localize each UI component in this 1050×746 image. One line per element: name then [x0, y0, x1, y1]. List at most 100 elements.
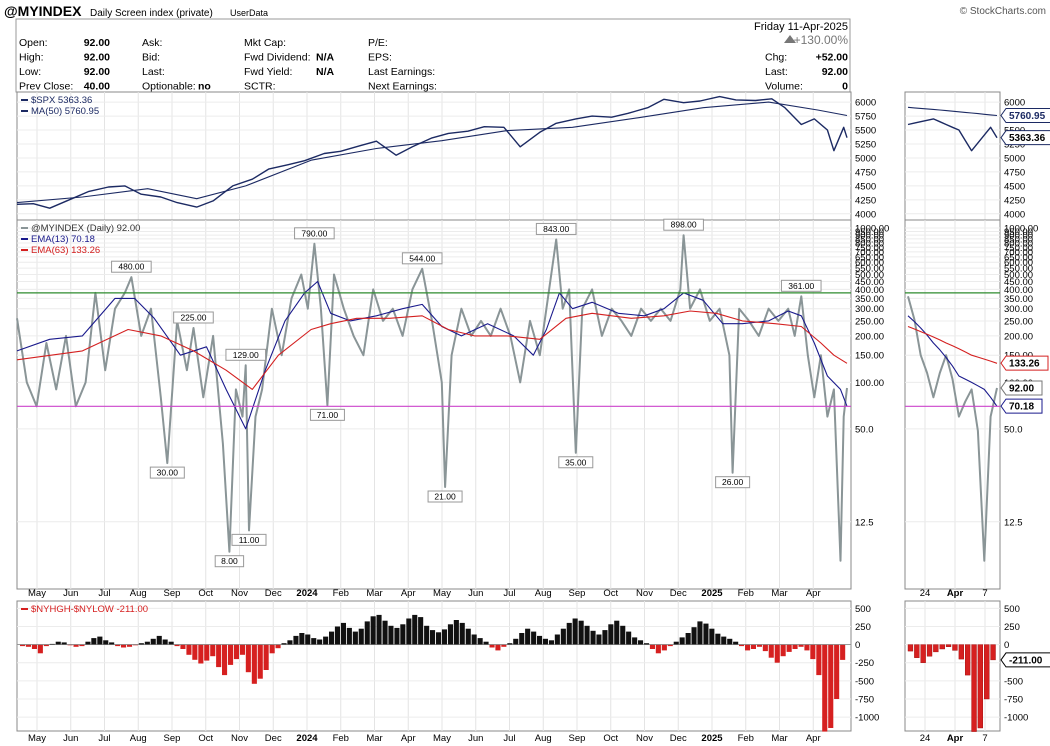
- nyh-bar: [162, 639, 168, 645]
- nyh-bar: [198, 644, 204, 664]
- nyh-bar: [73, 644, 79, 647]
- spx-last-tag-label: 5363.36: [1009, 133, 1046, 144]
- quote-label-18: Volume:: [765, 81, 803, 93]
- nyh-bar: [228, 644, 234, 665]
- x-month-label-0: 2024: [296, 588, 318, 599]
- nyh-bar: [406, 618, 412, 645]
- nyh-bar: [192, 644, 198, 660]
- quote-label-9: Fwd Dividend:: [244, 52, 311, 64]
- nyh-bar: [370, 616, 376, 645]
- x-month-label-0: Mar: [771, 588, 787, 599]
- x-month-label-0: Apr: [401, 588, 416, 599]
- nyh-bar: [156, 635, 162, 645]
- nyh-bar: [121, 644, 127, 648]
- nyh-bar: [305, 634, 311, 645]
- nyh-bar: [299, 633, 305, 645]
- nyh-bar: [548, 640, 554, 645]
- nyh-zoom-bar: [990, 644, 996, 661]
- nyh-bar: [376, 614, 382, 645]
- spx-zoom-tick-label: 5000: [1004, 153, 1025, 164]
- nyh-bar: [424, 625, 430, 645]
- quote-fields: Open: 92.00 High: 92.00 Low: 92.00 Prev Close:…: [19, 37, 848, 93]
- x-month-label-1: May: [433, 733, 451, 744]
- quote-label-0: Open:: [19, 37, 48, 49]
- idx-tick-label: 400.00: [855, 285, 884, 296]
- idx-last-tag-label: 92.00: [1009, 383, 1034, 394]
- nyh-bar: [786, 644, 792, 652]
- idx-tick-label: 700.00: [855, 247, 884, 258]
- idx-zoom-tick-label: 900.00: [1004, 231, 1033, 242]
- quote-date: Friday 11-Apr-2025: [754, 21, 848, 33]
- nyh-bar: [531, 631, 537, 645]
- nyh-zoom-tick-label: 250: [1004, 622, 1020, 633]
- spx-zoom-tick-label: 4500: [1004, 181, 1025, 192]
- x-month-label-0: Feb: [738, 588, 754, 599]
- nyh-bar: [644, 643, 650, 645]
- quote-value-3: 40.00: [84, 81, 110, 93]
- nyh-bar: [204, 644, 210, 661]
- nyh-bar: [275, 644, 281, 649]
- idx-tick-label: 12.5: [855, 517, 874, 528]
- idx-annotation-box: [294, 227, 335, 240]
- nyh-legend-entry: $NYHGH-$NYLOW -211.00: [31, 604, 148, 615]
- nyh-tick-label: -750: [855, 694, 874, 705]
- quote-value-9: N/A: [316, 52, 335, 64]
- nyh-bar: [733, 641, 739, 645]
- nyhgh-panel: -1000-1000-750-750-500-500-250-250002502…: [16, 600, 1050, 732]
- idx-series-0: [16, 234, 848, 562]
- x-zoom-label-0: Apr: [947, 588, 964, 599]
- spx-series-0: [16, 95, 848, 209]
- idx-ema13-tag: [1000, 398, 1043, 414]
- nyh-bar: [263, 644, 269, 670]
- nyh-zoom-bar: [939, 644, 945, 650]
- nyh-bar: [364, 621, 370, 645]
- quote-label-17: Last:: [765, 66, 788, 78]
- quote-label-2: Low:: [19, 66, 41, 78]
- idx-annotation-box: [780, 279, 822, 292]
- idx-annotation-box: [173, 311, 214, 324]
- x-month-label-0: Aug: [535, 588, 552, 599]
- spx-tick-label: 4500: [855, 181, 876, 192]
- idx-annotation-label: 8.00: [221, 556, 238, 566]
- nyh-bar: [388, 625, 394, 645]
- x-month-label-0: 2025: [701, 588, 723, 599]
- nyh-bar: [55, 641, 61, 645]
- nyh-bar: [334, 626, 340, 645]
- nyh-bar: [596, 634, 602, 645]
- x-month-label-0: Aug: [130, 588, 147, 599]
- x-month-label-1: Aug: [535, 733, 552, 744]
- nyh-bar: [798, 644, 804, 647]
- idx-tick-label: 650.00: [855, 252, 884, 263]
- nyh-zoom-bar: [914, 644, 920, 658]
- nyh-bar: [685, 633, 691, 645]
- x-month-label-1: Nov: [636, 733, 653, 744]
- idx-zoom-series-1: [907, 315, 998, 407]
- nyh-bar: [465, 628, 471, 645]
- nyh-last-tag: [1000, 652, 1050, 668]
- nyh-bar: [109, 642, 115, 645]
- idx-annotation-label: 71.00: [317, 410, 339, 420]
- nyh-bar: [560, 628, 566, 645]
- spx-legend-entry: MA(50) 5760.95: [31, 106, 99, 117]
- x-month-label-1: Dec: [670, 733, 687, 744]
- idx-annotation-box: [111, 260, 152, 273]
- nyh-bar: [245, 644, 251, 673]
- nyh-bar: [222, 644, 228, 676]
- nyh-bar: [269, 644, 275, 654]
- nyh-bar: [679, 637, 685, 645]
- idx-tick-label: 800.00: [855, 238, 884, 249]
- nyh-bar: [673, 641, 679, 645]
- x-month-label-1: Oct: [603, 733, 618, 744]
- x-month-label-1: Jul: [98, 733, 110, 744]
- idx-annotation-label: 544.00: [409, 253, 435, 263]
- idx-annotation-box: [231, 533, 267, 546]
- spx-zoom-series-1: [907, 106, 998, 117]
- quote-label-5: Bid:: [142, 52, 160, 64]
- idx-annotation-box: [663, 218, 704, 231]
- x-zoom-label-0: 24: [920, 588, 931, 599]
- quote-label-6: Last:: [142, 66, 165, 78]
- nyh-bar: [97, 636, 103, 645]
- idx-zoom-series-0: [907, 296, 998, 562]
- idx-tick-label: 50.0: [855, 424, 874, 435]
- idx-annotation-label: 225.00: [180, 313, 206, 323]
